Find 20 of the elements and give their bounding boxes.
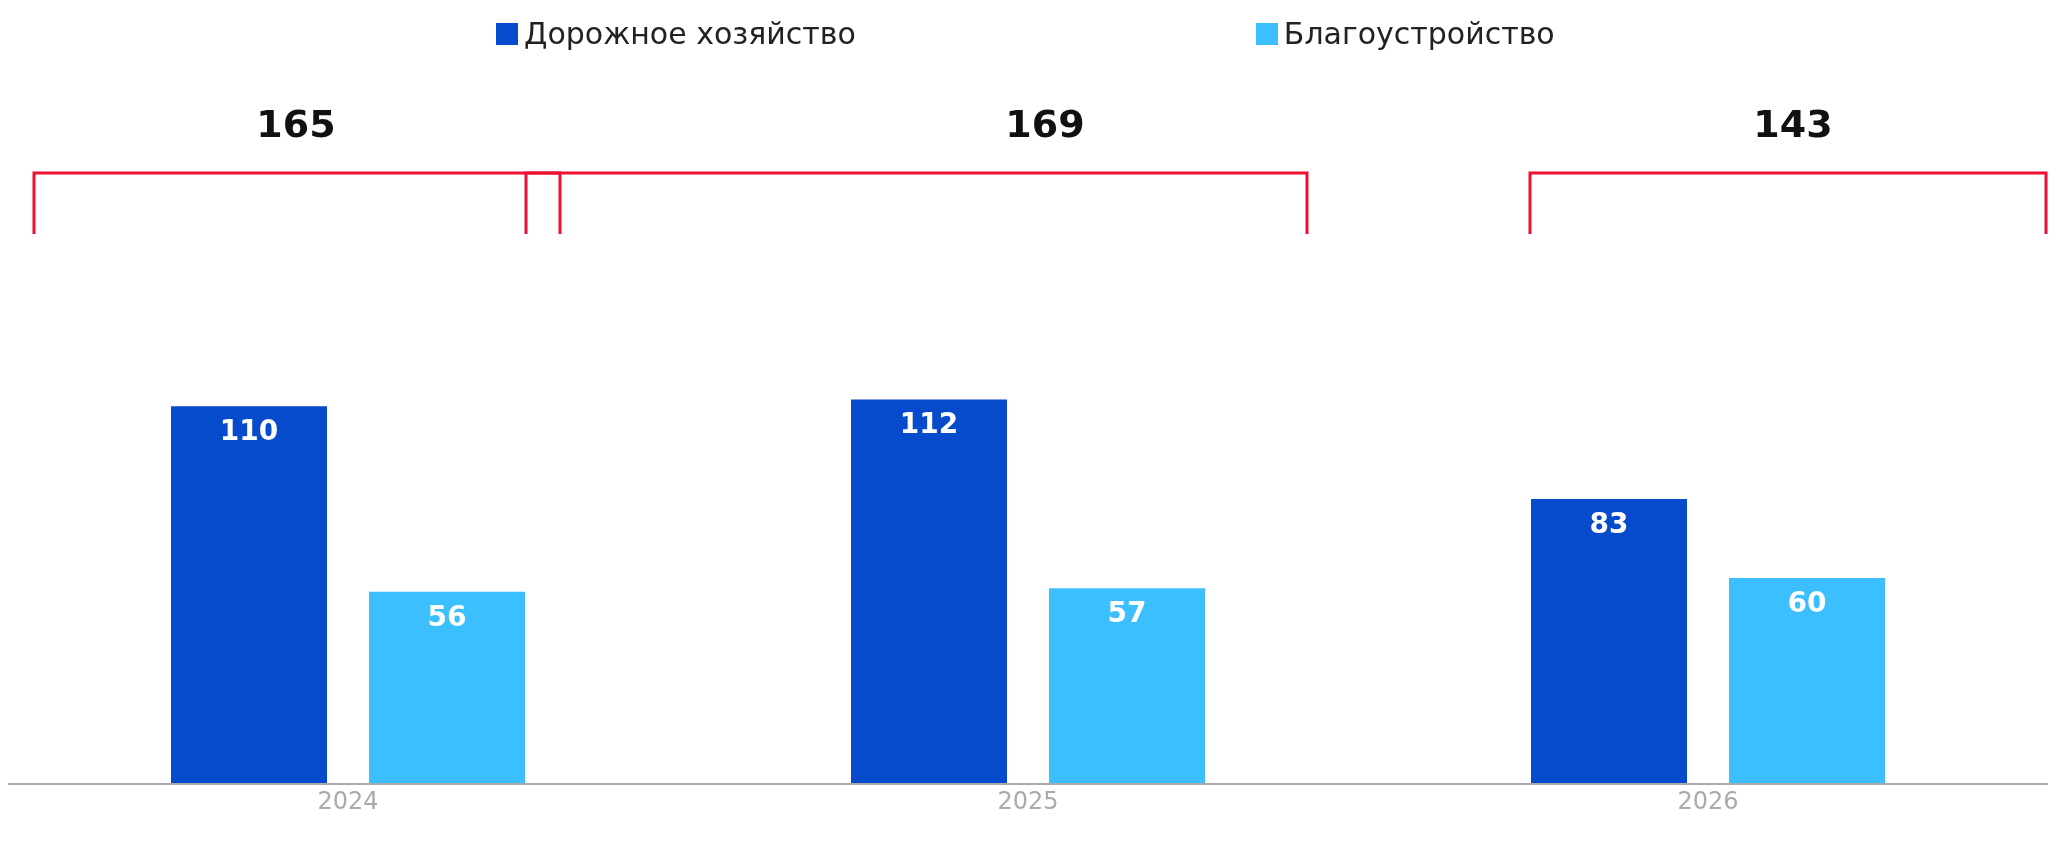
text: 169 bbox=[1005, 102, 1085, 146]
text: 143 bbox=[1753, 102, 1833, 146]
data-label: 83 bbox=[1589, 506, 1629, 540]
legend-label: Дорожное хозяйство bbox=[524, 16, 856, 51]
bar bbox=[851, 399, 1007, 784]
data-label: 112 bbox=[899, 407, 959, 441]
legend-label: Благоустройство bbox=[1283, 16, 1555, 51]
bar bbox=[1531, 499, 1687, 784]
data-label: 60 bbox=[1787, 585, 1827, 619]
data-label: 110 bbox=[219, 414, 279, 448]
data-label: 56 bbox=[427, 599, 467, 633]
bar bbox=[1729, 578, 1885, 784]
x-tick-label: 2025 bbox=[997, 787, 1059, 816]
bar bbox=[171, 406, 327, 784]
bar bbox=[369, 591, 525, 784]
x-tick-label: 2026 bbox=[1677, 787, 1739, 816]
data-label: 57 bbox=[1107, 596, 1147, 630]
text: 165 bbox=[256, 102, 336, 146]
x-tick-label: 2024 bbox=[317, 787, 379, 816]
bar bbox=[1049, 588, 1205, 784]
